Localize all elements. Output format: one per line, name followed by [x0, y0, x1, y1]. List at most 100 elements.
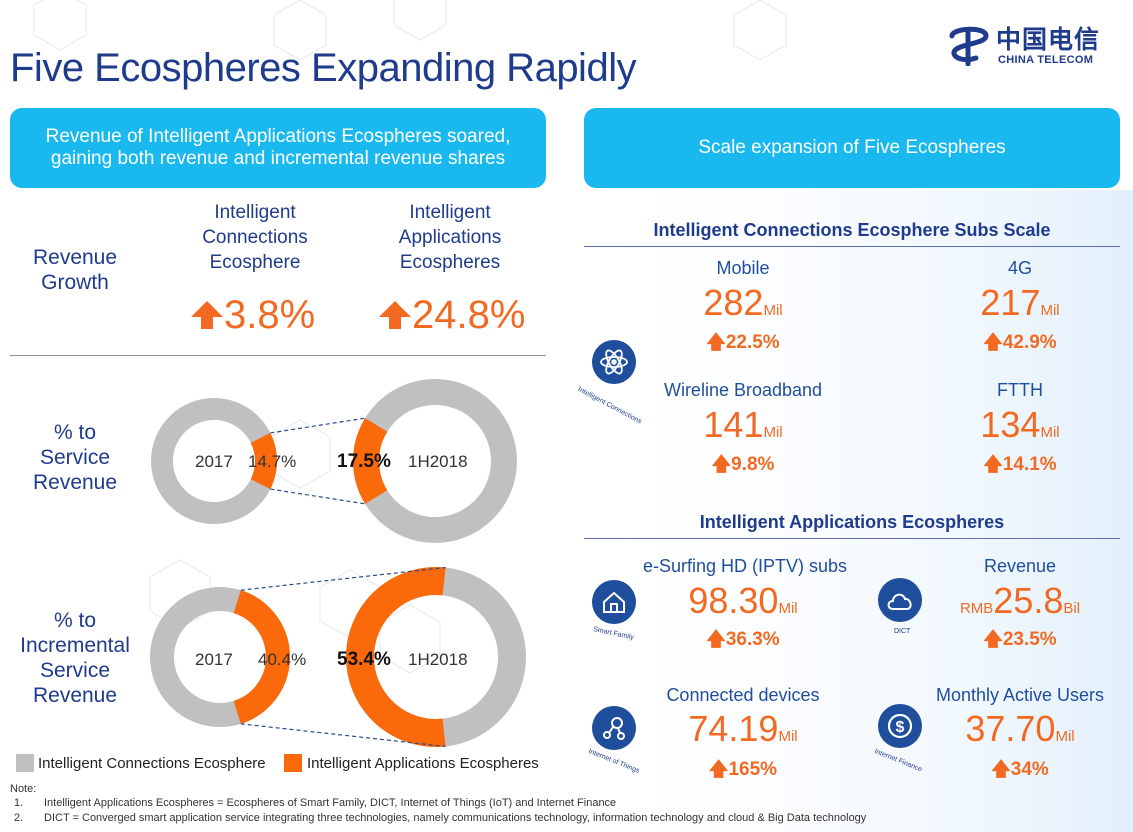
service-connector-top [270, 417, 366, 434]
col-head-applications-l3: Ecospheres [399, 252, 501, 273]
note-1-number: 1. [14, 797, 24, 809]
service-donut-2017-year: 2017 [195, 452, 233, 471]
section-divider [10, 355, 546, 356]
incremental-revenue-label-l3: Service [39, 659, 111, 682]
connections-growth: 3.8% [190, 293, 315, 338]
logo-english-text: CHINA TELECOM [998, 54, 1094, 66]
devices-growth: 🡅165% [643, 755, 843, 787]
4g-value: 217Mil [920, 282, 1120, 324]
applications-growth-value: 24.8% [412, 293, 526, 337]
4g-growth-value: 42.9% [1002, 332, 1057, 353]
china-telecom-logo-icon [949, 26, 989, 66]
wireline-number: 141 [703, 404, 764, 445]
service-donut-1h2018-pct: 17.5% [337, 451, 391, 472]
ftth-number: 134 [980, 404, 1041, 445]
dict-cloud-icon [878, 578, 922, 622]
devices-growth-value: 165% [728, 759, 778, 780]
4g-label: 4G [1007, 258, 1032, 278]
donut-service-1h2018-orange-slice [353, 418, 388, 504]
smart-family-caption: Smart Family [592, 626, 635, 642]
connections-heading-rule [584, 246, 1120, 247]
ftth-growth-value: 14.1% [1002, 454, 1057, 475]
mobile-label: Mobile [716, 258, 770, 278]
col-head-connections-l1: Intelligent [214, 202, 296, 223]
incremental-donut-1h2018-year: 1H2018 [408, 650, 468, 669]
devices-value: 74.19Mil [643, 708, 843, 750]
incremental-connector-bottom [240, 723, 446, 748]
up-arrow-icon: 🡅 [711, 454, 732, 475]
wireline-growth-value: 9.8% [731, 454, 775, 475]
legend-swatch-grey [16, 754, 34, 772]
dict-revenue-number: 25.8 [993, 580, 1064, 621]
intelligent-connections-caption: Intelligent Connections [576, 386, 643, 426]
service-connector-bottom [270, 488, 366, 505]
service-donut-1h2018-year: 1H2018 [408, 452, 468, 471]
revenue-growth-label-line2: Growth [41, 271, 109, 294]
mau-growth: 🡅34% [920, 755, 1120, 787]
internet-finance-icon: $ [878, 704, 922, 748]
applications-heading-rule [584, 538, 1120, 539]
up-arrow-icon [191, 301, 223, 329]
col-head-applications-l2: Applications [398, 227, 502, 248]
incremental-donut-1h2018-pct: 53.4% [337, 649, 391, 670]
wireline-unit: Mil [763, 424, 783, 441]
iptv-growth-value: 36.3% [725, 629, 780, 650]
up-arrow-icon: 🡅 [708, 759, 729, 780]
dict-revenue-growth-value: 23.5% [1002, 629, 1057, 650]
iptv-value: 98.30Mil [643, 580, 843, 622]
mobile-growth: 🡅22.5% [643, 328, 843, 360]
right-section-banner: Scale expansion of Five Ecospheres [584, 108, 1120, 188]
iptv-number: 98.30 [688, 580, 779, 621]
note-2-number: 2. [14, 812, 24, 824]
page-title: Five Ecospheres Expanding Rapidly [10, 46, 637, 90]
up-arrow-icon: 🡅 [991, 759, 1011, 780]
note-1: Intelligent Applications Ecospheres = Ec… [44, 797, 617, 809]
mobile-value: 282Mil [643, 282, 843, 324]
devices-unit: Mil [778, 728, 798, 745]
ftth-growth: 🡅14.1% [920, 450, 1120, 482]
devices-number: 74.19 [688, 708, 779, 749]
mobile-number: 282 [703, 282, 764, 323]
ftth-value: 134Mil [920, 404, 1120, 446]
legend-grey-label: Intelligent Connections Ecosphere [38, 755, 266, 772]
internet-of-things-caption: Internet of Things [587, 748, 641, 775]
ftth-label: FTTH [997, 380, 1043, 400]
iptv-unit: Mil [778, 600, 798, 617]
up-arrow-icon: 🡅 [983, 332, 1003, 353]
mau-growth-value: 34% [1010, 759, 1049, 780]
revenue-growth-label: Revenue Growth [20, 245, 130, 295]
legend-orange-label: Intelligent Applications Ecospheres [307, 755, 539, 772]
intelligent-connections-icon [592, 340, 636, 384]
wireline-value: 141Mil [643, 404, 843, 446]
mau-value: 37.70Mil [920, 708, 1120, 750]
up-arrow-icon: 🡅 [983, 629, 1003, 650]
incremental-donut-2017-pct: 40.4% [258, 650, 307, 669]
legend-swatch-orange [284, 754, 302, 772]
iptv-label: e-Surfing HD (IPTV) subs [643, 556, 848, 576]
wireline-growth: 🡅9.8% [643, 450, 843, 482]
dict-caption: DICT [894, 628, 911, 635]
svg-text:$: $ [896, 719, 905, 736]
up-arrow-icon: 🡅 [706, 332, 726, 353]
connections-growth-value: 3.8% [224, 293, 316, 337]
up-arrow-icon: 🡅 [706, 629, 726, 650]
incremental-connector-top [240, 566, 446, 591]
applications-growth: 24.8% [378, 293, 525, 338]
devices-label: Connected devices [666, 685, 820, 705]
col-head-applications: Intelligent Applications Ecospheres [380, 200, 520, 275]
incremental-revenue-label-l4: Revenue [32, 684, 118, 707]
donut-charts [150, 379, 526, 748]
incremental-revenue-label-l2: Incremental [20, 634, 130, 657]
col-head-connections-l3: Ecosphere [209, 252, 301, 273]
dict-revenue-prefix: RMB [959, 600, 994, 617]
mobile-unit: Mil [763, 302, 783, 319]
smart-family-icon [592, 580, 636, 624]
mobile-growth-value: 22.5% [725, 332, 780, 353]
internet-finance-caption: Internet Finance [873, 748, 923, 774]
mau-label: Monthly Active Users [935, 685, 1105, 705]
mau-unit: Mil [1055, 728, 1075, 745]
dict-revenue-value: RMB25.8Bil [920, 580, 1120, 622]
service-revenue-label: % to Service Revenue [20, 420, 130, 495]
iptv-growth: 🡅36.3% [643, 625, 843, 657]
col-head-connections: Intelligent Connections Ecosphere [185, 200, 325, 275]
